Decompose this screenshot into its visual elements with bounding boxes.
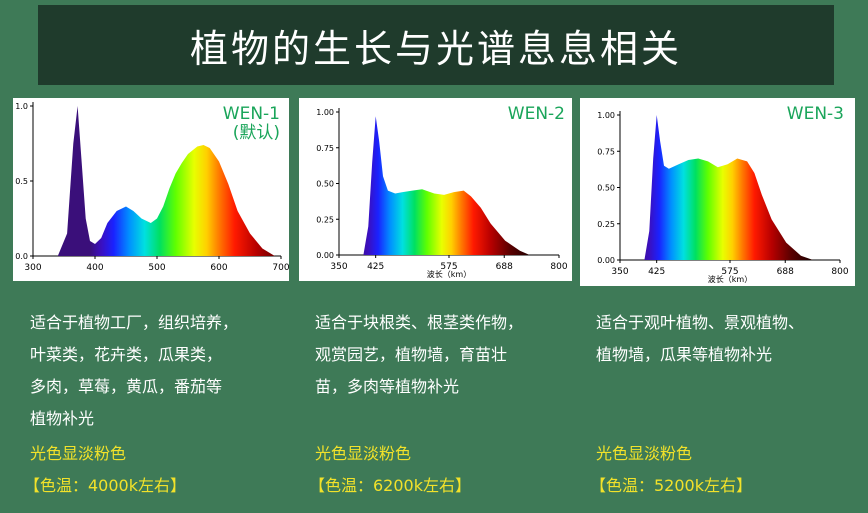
panel-3-description: 适合于观叶植物、景观植物、 植物墙，瓜果等植物补光 bbox=[596, 307, 804, 371]
panel-1-label: WEN-1 (默认) bbox=[180, 105, 280, 143]
panel-3-desc-line: 植物墙，瓜果等植物补光 bbox=[596, 345, 773, 364]
y-tick-label: 1.0 bbox=[15, 102, 28, 111]
panel-1-description: 适合于植物工厂，组织培养， 叶菜类，花卉类，瓜果类， 多肉，草莓，黄瓜，番茄等 … bbox=[30, 307, 238, 435]
panel-3-name: WEN-3 bbox=[786, 104, 844, 124]
panel-1-desc-line: 多肉，草莓，黄瓜，番茄等 bbox=[30, 377, 223, 396]
x-tick-label: 350 bbox=[611, 267, 628, 277]
panel-2-label: WEN-2 bbox=[465, 105, 565, 124]
panel-2-notes: 光色显淡粉色 【色温：6200k左右】 bbox=[309, 438, 471, 502]
panel-1-temp: 【色温：4000k左右】 bbox=[24, 476, 186, 495]
x-tick-label: 800 bbox=[550, 262, 567, 272]
x-tick-label: 700 bbox=[272, 263, 289, 273]
panel-2-color-note: 光色显淡粉色 bbox=[315, 444, 412, 463]
panel-1-sub: (默认) bbox=[232, 123, 280, 143]
panel-1-desc-line: 植物补光 bbox=[30, 409, 95, 428]
panel-3-notes: 光色显淡粉色 【色温：5200k左右】 bbox=[590, 438, 752, 502]
x-axis-label: 波长（km） bbox=[708, 274, 752, 284]
x-tick-label: 600 bbox=[210, 263, 227, 273]
y-tick-label: 0.00 bbox=[316, 251, 334, 260]
panel-1-desc-line: 适合于植物工厂，组织培养， bbox=[30, 313, 239, 332]
panel-3-temp: 【色温：5200k左右】 bbox=[590, 476, 752, 495]
title-banner: 植物的生长与光谱息息相关 bbox=[38, 5, 834, 85]
panel-1-desc-line: 叶菜类，花卉类，瓜果类， bbox=[30, 345, 223, 364]
y-tick-label: 0.25 bbox=[597, 220, 615, 229]
x-tick-label: 425 bbox=[367, 262, 384, 272]
y-tick-label: 1.00 bbox=[316, 108, 334, 117]
spectrum-area bbox=[644, 115, 814, 260]
y-tick-label: 0.5 bbox=[15, 177, 28, 186]
spectrum-chart-1: 300 400 500 600 700 0.0 0.5 1.0 bbox=[15, 102, 289, 273]
panel-1-color-note: 光色显淡粉色 bbox=[30, 444, 127, 463]
y-tick-label: 0.75 bbox=[316, 144, 334, 153]
x-tick-label: 575 bbox=[440, 262, 457, 272]
spectrum-panel-3: 350 425 575 688 800 0.00 0.25 0.50 0.75 1.00 波长（km… bbox=[580, 98, 855, 286]
panel-1-name: WEN-1 bbox=[222, 104, 280, 124]
x-tick-label: 300 bbox=[24, 263, 41, 273]
panel-2-desc-line: 观赏园艺，植物墙，育苗壮 bbox=[315, 345, 508, 364]
x-tick-label: 688 bbox=[777, 267, 794, 277]
x-tick-label: 400 bbox=[86, 263, 103, 273]
y-tick-label: 0.25 bbox=[316, 215, 334, 224]
x-axis-label: 波长（km） bbox=[427, 269, 471, 279]
panel-3-color-note: 光色显淡粉色 bbox=[596, 444, 693, 463]
page-title: 植物的生长与光谱息息相关 bbox=[189, 26, 682, 71]
y-tick-label: 0.0 bbox=[15, 252, 28, 261]
panel-1-notes: 光色显淡粉色 【色温：4000k左右】 bbox=[24, 438, 186, 502]
x-tick-label: 688 bbox=[496, 262, 513, 272]
panel-2-temp: 【色温：6200k左右】 bbox=[309, 476, 471, 495]
spectrum-chart-2: 350 425 575 688 800 0.00 0.25 0.50 0.75 1.00 波长（km… bbox=[316, 108, 568, 279]
panel-3-label: WEN-3 bbox=[744, 105, 844, 124]
panel-2-name: WEN-2 bbox=[507, 104, 565, 124]
y-tick-label: 0.50 bbox=[597, 184, 615, 193]
spectrum-area bbox=[57, 106, 275, 256]
y-tick-label: 0.00 bbox=[597, 256, 615, 265]
spectrum-chart-3: 350 425 575 688 800 0.00 0.25 0.50 0.75 1.00 波长（km… bbox=[597, 111, 849, 284]
y-tick-label: 1.00 bbox=[597, 111, 615, 120]
y-tick-label: 0.50 bbox=[316, 180, 334, 189]
x-tick-label: 800 bbox=[831, 267, 848, 277]
spectrum-area bbox=[363, 116, 530, 255]
x-tick-label: 575 bbox=[721, 267, 738, 277]
panel-2-description: 适合于块根类、根茎类作物， 观赏园艺，植物墙，育苗壮 苗，多肉等植物补光 bbox=[315, 307, 523, 403]
x-tick-label: 425 bbox=[648, 267, 665, 277]
x-tick-label: 350 bbox=[330, 262, 347, 272]
y-tick-label: 0.75 bbox=[597, 147, 615, 156]
panel-3-desc-line: 适合于观叶植物、景观植物、 bbox=[596, 313, 805, 332]
panel-2-desc-line: 适合于块根类、根茎类作物， bbox=[315, 313, 524, 332]
spectrum-panel-1: 300 400 500 600 700 0.0 0.5 1.0 bbox=[13, 98, 289, 281]
x-tick-label: 500 bbox=[148, 263, 165, 273]
spectrum-panel-2: 350 425 575 688 800 0.00 0.25 0.50 0.75 1.00 波长（km… bbox=[299, 98, 572, 281]
panel-2-desc-line: 苗，多肉等植物补光 bbox=[315, 377, 460, 396]
